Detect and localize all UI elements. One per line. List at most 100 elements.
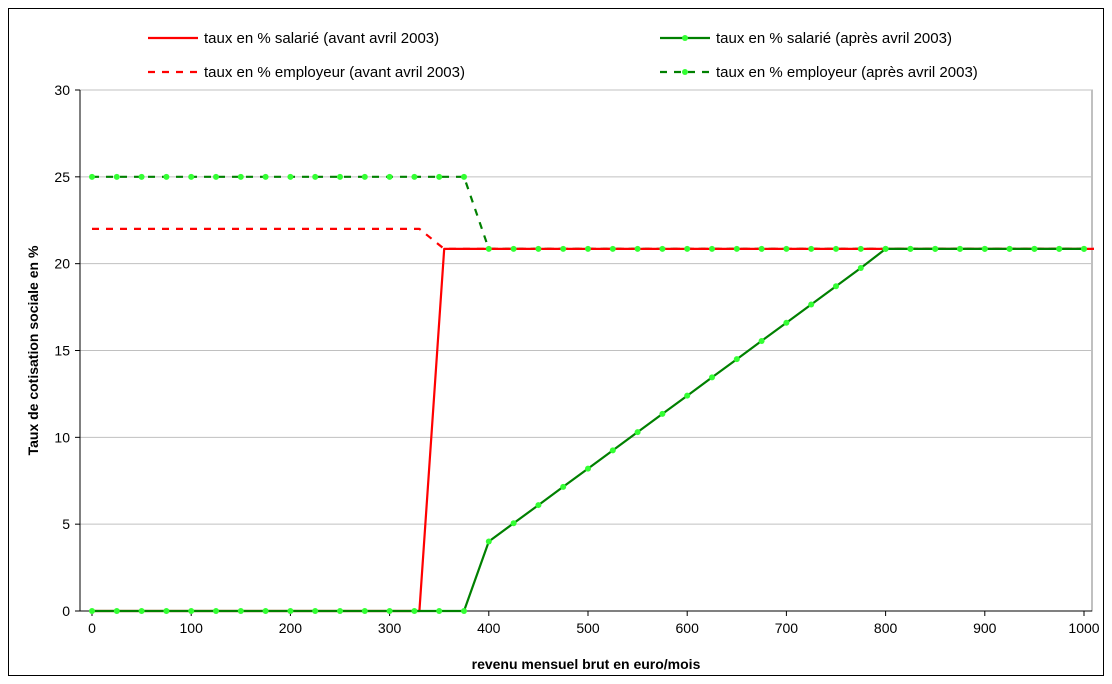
x-tick-label: 800 [874,620,898,636]
series-point-2 [535,502,542,509]
series-point-3 [684,245,691,252]
series-point-3 [833,245,839,252]
series-point-3 [312,173,319,180]
series-point-3 [560,245,567,252]
series-point-3 [361,173,368,180]
series-point-3 [411,173,418,180]
y-tick-label: 10 [54,429,70,445]
series-line-1 [92,227,1094,250]
gridlines [79,89,1093,612]
series-point-2 [758,337,765,344]
x-tick-label: 500 [576,620,600,636]
series-point-3 [609,245,616,252]
series-line-0 [92,247,1094,613]
series-point-2 [188,608,195,614]
series-point-2 [684,392,691,399]
series-point-2 [411,608,418,614]
series-point-2 [783,319,790,326]
series-point-2 [808,301,815,308]
x-axis-title: revenu mensuel brut en euro/mois [472,656,701,672]
series-point-2 [609,447,616,454]
legend-label-salarie-apres: taux en % salarié (après avril 2003) [716,30,952,47]
series-point-2 [1031,245,1038,252]
legend-marker-2 [682,35,688,41]
series-lines [89,173,1094,614]
legend: taux en % salarié (avant avril 2003) tau… [148,30,978,81]
legend-marker-3 [682,69,688,75]
series-point-3 [461,173,467,180]
series-point-2 [213,608,219,614]
series-point-2 [882,245,889,252]
series-point-3 [386,173,393,180]
series-point-2 [1081,245,1087,252]
y-tick-label: 25 [54,169,70,185]
series-point-2 [138,608,145,614]
series-point-2 [560,483,567,490]
series-point-3 [808,245,815,252]
series-point-2 [436,608,443,614]
x-tick-label: 600 [676,620,700,636]
series-point-2 [163,608,170,614]
legend-label-employeur-avant: taux en % employeur (avant avril 2003) [204,64,465,81]
series-point-3 [237,173,244,180]
series-point-2 [237,608,244,614]
series-point-3 [262,173,269,180]
y-axis-title: Taux de cotisation sociale en % [25,245,41,455]
chart-frame [8,8,1104,676]
series-point-3 [287,173,294,180]
x-tick-label: 900 [973,620,997,636]
series-point-2 [634,429,641,436]
x-tick-label: 100 [180,620,204,636]
series-point-3 [113,173,120,180]
series-point-3 [485,245,492,252]
series-point-2 [907,245,914,252]
series-point-2 [262,608,269,614]
legend-label-employeur-apres: taux en % employeur (après avril 2003) [716,64,978,81]
series-point-3 [857,245,864,252]
series-point-2 [1056,245,1063,252]
series-point-2 [1006,245,1013,252]
series-point-3 [188,173,195,180]
x-tick-label: 400 [477,620,501,636]
series-point-2 [833,283,839,290]
series-point-2 [585,465,591,472]
y-tick-label: 15 [54,343,70,359]
series-point-2 [287,608,294,614]
series-point-2 [510,520,517,527]
x-tick-label: 0 [88,620,96,636]
x-tick-label: 300 [378,620,402,636]
series-point-2 [89,608,95,614]
series-point-3 [535,245,542,252]
series-line-3 [92,175,1084,250]
series-point-3 [634,245,641,252]
series-point-3 [783,245,790,252]
series-point-3 [213,173,219,180]
legend-label-salarie-avant: taux en % salarié (avant avril 2003) [204,30,439,47]
series-point-3 [89,173,95,180]
series-point-2 [386,608,393,614]
x-tick-label: 200 [279,620,303,636]
series-point-3 [138,173,145,180]
series-point-2 [337,608,343,614]
series-point-2 [932,245,939,252]
series-point-3 [659,245,666,252]
y-tick-label: 30 [54,82,70,98]
series-point-2 [981,245,988,252]
y-tick-label: 5 [62,516,70,532]
series-point-2 [461,608,467,614]
series-point-2 [113,608,120,614]
series-point-2 [361,608,368,614]
x-tick-label: 700 [775,620,799,636]
series-point-2 [957,245,963,252]
series-point-3 [585,245,591,252]
series-point-3 [337,173,343,180]
y-tick-label: 20 [54,256,70,272]
series-point-2 [709,374,715,381]
series-line-2 [92,247,1084,613]
series-point-2 [733,356,740,363]
series-point-3 [163,173,170,180]
series-point-3 [733,245,740,252]
series-point-3 [709,245,715,252]
x-tick-label: 1000 [1068,620,1099,636]
